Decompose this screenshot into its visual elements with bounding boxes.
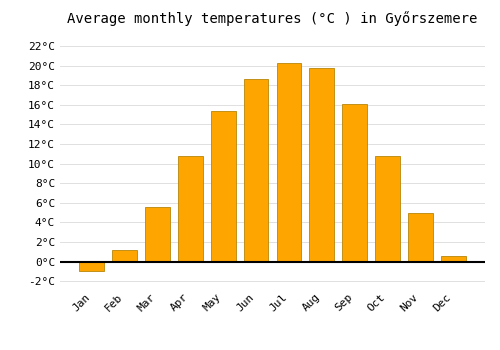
Bar (441, 256, 466, 261)
Bar (342, 104, 367, 261)
Bar (276, 63, 301, 261)
Bar (211, 111, 236, 261)
Bar (178, 156, 203, 261)
Bar (408, 212, 433, 261)
Bar (244, 79, 268, 261)
Title: Average monthly temperatures (°C ) in Győrszemere: Average monthly temperatures (°C ) in Gy… (68, 11, 478, 26)
Bar (145, 207, 170, 261)
Bar (112, 250, 137, 261)
Bar (376, 156, 400, 261)
Bar (80, 261, 104, 271)
Bar (310, 68, 334, 261)
